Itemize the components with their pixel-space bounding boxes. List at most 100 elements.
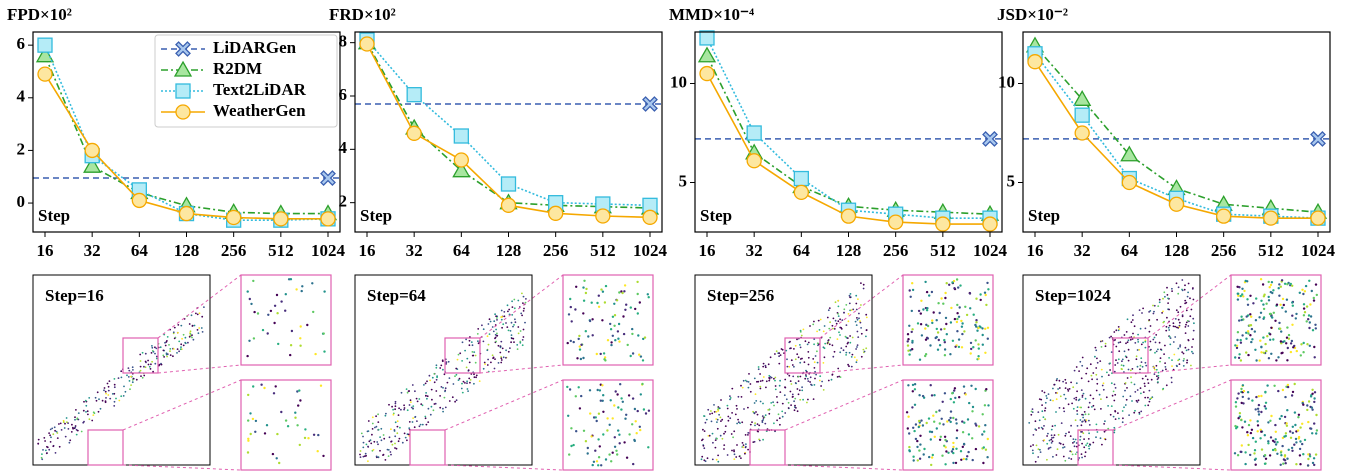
point [609, 322, 612, 326]
point [522, 295, 525, 298]
point [757, 368, 760, 371]
point [1105, 396, 1108, 399]
point [367, 420, 370, 422]
point [407, 433, 410, 436]
point [1047, 432, 1049, 435]
point [484, 363, 486, 365]
point [930, 456, 934, 459]
point [1247, 443, 1250, 447]
point [1123, 334, 1126, 336]
point [178, 350, 181, 353]
point [734, 413, 737, 416]
point [106, 382, 109, 385]
point [1090, 374, 1093, 377]
point [758, 438, 760, 441]
point [461, 341, 464, 344]
point [193, 324, 196, 327]
x-tick-label: 64 [453, 241, 471, 260]
point [747, 434, 749, 436]
point [642, 408, 646, 411]
point [1307, 314, 1311, 317]
point [807, 341, 810, 344]
point [109, 397, 112, 400]
point [960, 319, 963, 323]
marker [35, 46, 55, 63]
point [1184, 284, 1186, 287]
point [909, 295, 912, 298]
x-tick-label: 32 [746, 241, 763, 260]
point [940, 417, 943, 420]
x-tick-label: 32 [84, 241, 101, 260]
point [949, 416, 952, 420]
point [932, 311, 935, 314]
point [784, 378, 787, 381]
point [473, 351, 476, 353]
point [954, 345, 957, 348]
point [759, 380, 762, 382]
point [1313, 356, 1316, 359]
marker [982, 131, 998, 147]
point [75, 409, 77, 411]
point [1249, 431, 1253, 435]
point [486, 349, 489, 352]
point [377, 421, 380, 423]
point [831, 344, 834, 347]
point [1162, 387, 1165, 390]
point [287, 278, 291, 281]
point [580, 394, 583, 398]
point [1052, 455, 1054, 458]
point [1257, 395, 1261, 398]
point [1178, 321, 1181, 324]
point [1267, 421, 1270, 424]
point [1140, 343, 1143, 346]
point [791, 393, 794, 396]
point [1101, 375, 1103, 378]
point [1266, 335, 1269, 338]
point [970, 384, 973, 387]
point [1080, 431, 1082, 433]
point [767, 363, 770, 366]
point [1126, 387, 1128, 389]
point [1286, 409, 1289, 412]
point [983, 430, 986, 433]
point [1285, 342, 1288, 345]
point [702, 444, 705, 447]
point [1092, 404, 1095, 407]
point [101, 399, 104, 402]
point [426, 395, 429, 398]
point [1164, 295, 1166, 298]
point [1278, 417, 1282, 420]
point [431, 376, 434, 379]
point [1034, 460, 1037, 463]
point [928, 430, 932, 433]
point [704, 421, 707, 424]
point [953, 287, 956, 290]
point [641, 359, 645, 362]
image-frame [32, 274, 211, 466]
point [1142, 391, 1145, 393]
point [273, 304, 277, 307]
point [1254, 348, 1257, 351]
point [433, 381, 436, 384]
point [618, 340, 621, 343]
point [467, 369, 470, 371]
point [1241, 334, 1244, 337]
point [1028, 422, 1031, 424]
point [623, 441, 626, 444]
point [1245, 337, 1248, 340]
point [570, 320, 573, 323]
point [928, 455, 931, 459]
point [600, 288, 603, 291]
point [602, 433, 605, 436]
point [1302, 341, 1305, 345]
point [1134, 342, 1137, 344]
point [839, 334, 841, 336]
point [754, 424, 756, 427]
point [700, 458, 703, 461]
point [388, 403, 390, 406]
point [569, 339, 572, 343]
point [833, 350, 836, 353]
point [797, 375, 800, 378]
point [1308, 344, 1312, 347]
point [964, 393, 967, 396]
